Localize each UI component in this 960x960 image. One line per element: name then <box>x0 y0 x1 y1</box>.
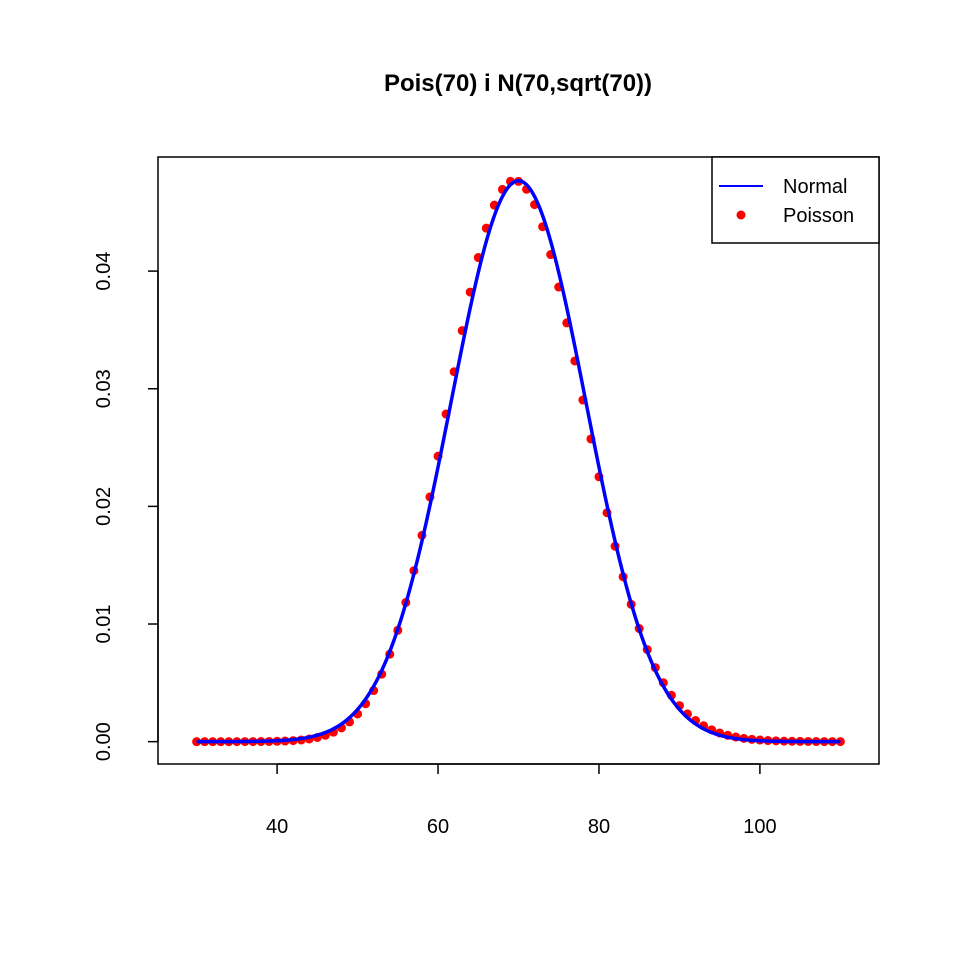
normal-curve <box>196 178 841 744</box>
legend: Normal Poisson <box>711 156 880 244</box>
plot-frame <box>157 156 880 765</box>
legend-normal-label: Normal <box>783 176 847 198</box>
legend-box <box>711 156 880 244</box>
y-tick-label: 0.03 <box>93 369 115 408</box>
y-axis: 0.00 0.01 0.02 0.03 0.04 <box>93 252 159 761</box>
x-tick-label: 80 <box>588 816 610 838</box>
legend-poisson-marker <box>736 210 746 220</box>
plot-area <box>192 176 845 747</box>
chart-title: Pois(70) i N(70,sqrt(70)) <box>384 70 652 97</box>
y-tick-label: 0.02 <box>93 487 115 526</box>
y-tick-label: 0.01 <box>93 605 115 644</box>
x-tick-label: 40 <box>266 816 288 838</box>
x-axis: 40 60 80 100 <box>266 763 777 838</box>
y-tick-label: 0.04 <box>93 252 115 291</box>
x-tick-label: 100 <box>743 816 776 838</box>
x-tick-label: 60 <box>427 816 449 838</box>
legend-poisson-label: Poisson <box>783 205 854 227</box>
y-tick-label: 0.00 <box>93 722 115 761</box>
